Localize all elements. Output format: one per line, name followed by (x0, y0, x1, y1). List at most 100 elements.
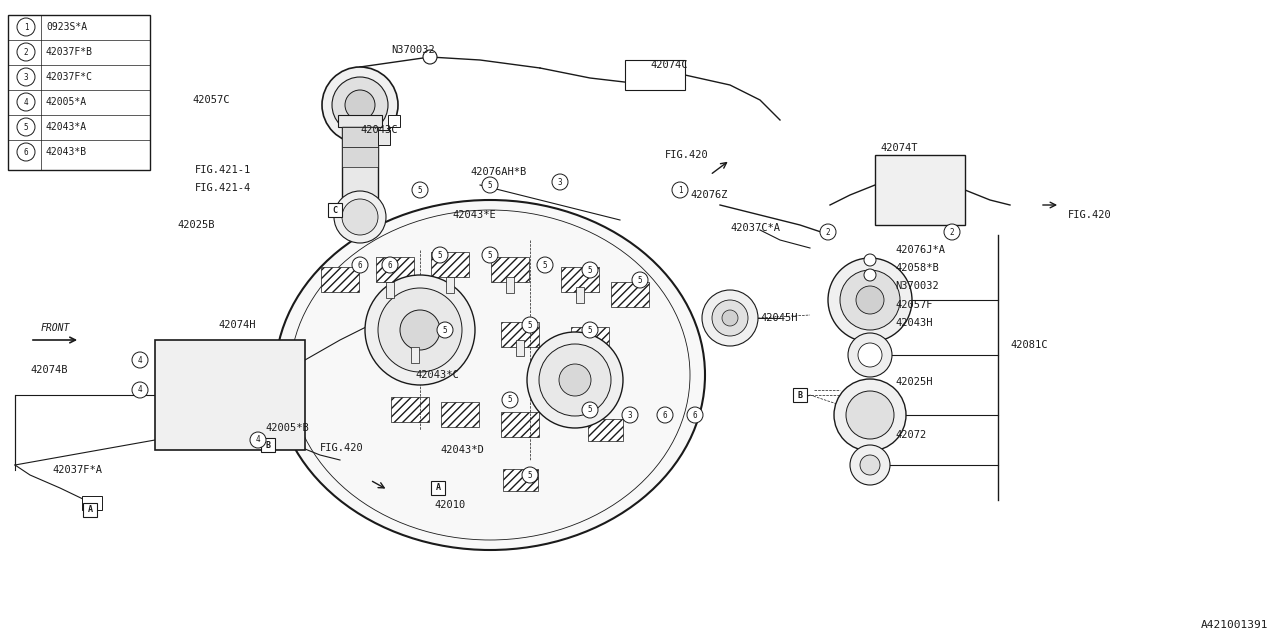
Bar (390, 397, 429, 422)
Circle shape (17, 43, 35, 61)
Text: 42074C: 42074C (650, 60, 687, 70)
Text: 6: 6 (357, 260, 362, 269)
Text: 6: 6 (24, 147, 28, 157)
Text: 42037F*A: 42037F*A (52, 465, 102, 475)
Circle shape (522, 317, 538, 333)
Circle shape (552, 174, 568, 190)
Bar (492, 257, 529, 282)
Text: 5: 5 (438, 250, 443, 259)
Circle shape (527, 332, 623, 428)
Text: 6: 6 (663, 410, 667, 419)
Text: 42043*A: 42043*A (46, 122, 87, 132)
Text: FIG.421-4: FIG.421-4 (195, 183, 251, 193)
Bar (378, 130, 390, 145)
Text: 5: 5 (527, 470, 532, 479)
Text: A: A (87, 506, 92, 515)
Circle shape (17, 68, 35, 86)
Text: 2: 2 (24, 47, 28, 56)
Text: 5: 5 (488, 250, 493, 259)
Text: 4: 4 (256, 435, 260, 445)
Bar (8, 15, 150, 170)
Text: 5: 5 (488, 180, 493, 189)
Text: 42076AH*B: 42076AH*B (470, 167, 526, 177)
Text: B: B (797, 390, 803, 399)
Text: 42043*E: 42043*E (452, 210, 495, 220)
Text: 5: 5 (417, 186, 422, 195)
Text: 42074H: 42074H (218, 320, 256, 330)
Circle shape (483, 177, 498, 193)
Circle shape (840, 270, 900, 330)
Bar (500, 322, 539, 347)
Circle shape (17, 143, 35, 161)
Circle shape (945, 224, 960, 240)
Bar (388, 115, 399, 127)
Text: 42037C*A: 42037C*A (730, 223, 780, 233)
Circle shape (346, 90, 375, 120)
Text: FIG.420: FIG.420 (666, 150, 709, 160)
Bar (516, 340, 524, 356)
Circle shape (132, 352, 148, 368)
Text: 5: 5 (637, 275, 643, 285)
Text: 2: 2 (826, 227, 831, 237)
Text: 4: 4 (138, 355, 142, 365)
Bar (431, 481, 445, 495)
Text: 5: 5 (588, 266, 593, 275)
Text: 42037F*B: 42037F*B (46, 47, 93, 57)
Text: FIG.420: FIG.420 (320, 443, 364, 453)
Circle shape (365, 275, 475, 385)
Text: 42005*B: 42005*B (265, 423, 308, 433)
Bar (442, 402, 479, 427)
Text: 42025B: 42025B (178, 220, 215, 230)
Text: 1: 1 (24, 22, 28, 31)
Circle shape (502, 392, 518, 408)
Text: 42057F: 42057F (895, 300, 933, 310)
Circle shape (412, 182, 428, 198)
Text: 5: 5 (508, 396, 512, 404)
Circle shape (860, 455, 881, 475)
Text: FRONT: FRONT (40, 323, 69, 333)
Text: 2: 2 (950, 227, 955, 237)
Circle shape (433, 247, 448, 263)
Circle shape (846, 391, 893, 439)
Bar (625, 60, 685, 90)
Text: 42043H: 42043H (895, 318, 933, 328)
Text: 5: 5 (588, 326, 593, 335)
Circle shape (538, 257, 553, 273)
Bar (321, 267, 358, 292)
Bar (342, 127, 378, 212)
Circle shape (858, 343, 882, 367)
Circle shape (835, 379, 906, 451)
Bar (376, 257, 413, 282)
Circle shape (436, 322, 453, 338)
Text: 3: 3 (24, 72, 28, 81)
Circle shape (622, 407, 637, 423)
Text: A421001391: A421001391 (1201, 620, 1268, 630)
Circle shape (701, 290, 758, 346)
Circle shape (864, 254, 876, 266)
Bar (155, 340, 305, 450)
Text: 3: 3 (627, 410, 632, 419)
Circle shape (17, 93, 35, 111)
Bar (411, 347, 419, 363)
Bar (576, 287, 584, 303)
Text: 42045H: 42045H (760, 313, 797, 323)
Text: 42043*C: 42043*C (415, 370, 458, 380)
Circle shape (828, 258, 911, 342)
Circle shape (722, 310, 739, 326)
Text: A: A (435, 483, 440, 493)
Circle shape (672, 182, 689, 198)
Text: 42005*A: 42005*A (46, 97, 87, 107)
Circle shape (422, 50, 436, 64)
Circle shape (332, 77, 388, 133)
Circle shape (687, 407, 703, 423)
Text: 5: 5 (527, 321, 532, 330)
Text: 5: 5 (588, 406, 593, 415)
Circle shape (632, 272, 648, 288)
Text: 5: 5 (24, 122, 28, 131)
Text: 42076J*A: 42076J*A (895, 245, 945, 255)
Circle shape (559, 364, 591, 396)
Text: 42043*B: 42043*B (46, 147, 87, 157)
Text: 5: 5 (443, 326, 447, 335)
Circle shape (582, 402, 598, 418)
Text: 42076Z: 42076Z (690, 190, 727, 200)
